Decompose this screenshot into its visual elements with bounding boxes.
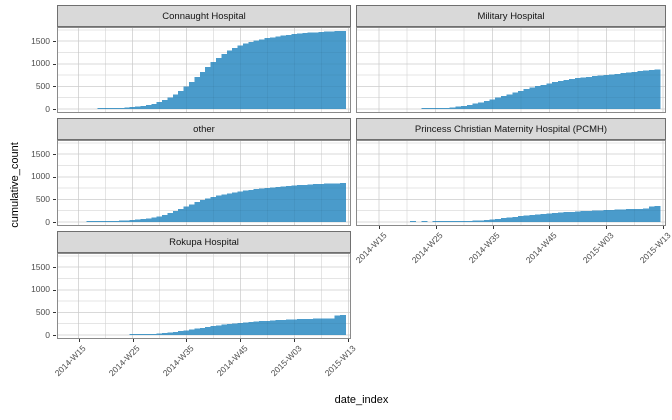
x-tick-mark (663, 226, 665, 229)
facet-panel-military-hospital (356, 27, 666, 113)
x-tick-mark (606, 226, 608, 229)
x-tick-label: 2015-W03 (580, 230, 616, 266)
facet-panel-connaught-hospital (57, 27, 351, 113)
x-tick-label: 2015-W13 (322, 343, 358, 379)
y-tick-label: 1000 (31, 284, 50, 295)
x-tick-label: 2014-W15 (353, 230, 389, 266)
facet-panel-rokupa-hospital (57, 253, 351, 339)
y-tick-mark (53, 222, 56, 224)
y-tick-mark (53, 63, 56, 65)
facet-strip-label: Rokupa Hospital (169, 236, 239, 248)
x-tick-mark (378, 226, 380, 229)
x-tick-mark (132, 339, 134, 342)
y-tick-mark (53, 199, 56, 201)
y-tick-mark (53, 41, 56, 43)
x-tick-mark (294, 339, 296, 342)
y-tick-mark (53, 86, 56, 88)
facet-strip-label: other (193, 123, 215, 135)
x-tick-label: 2014-W45 (214, 343, 250, 379)
y-tick-label: 500 (35, 80, 50, 91)
x-tick-label: 2015-W13 (637, 230, 672, 266)
y-tick-label: 0 (45, 216, 50, 227)
x-tick-label: 2014-W25 (410, 230, 446, 266)
facet-panel-pcmh (356, 140, 666, 226)
y-tick-mark (53, 312, 56, 314)
y-tick-label: 0 (45, 103, 50, 114)
x-tick-label: 2014-W45 (523, 230, 559, 266)
x-axis-title: date_index (334, 394, 389, 406)
x-tick-mark (435, 226, 437, 229)
x-tick-label: 2014-W35 (467, 230, 502, 266)
x-tick-mark (78, 339, 80, 342)
facet-strip-pcmh: Princess Christian Maternity Hospital (P… (356, 118, 666, 140)
facet-strip-label: Connaught Hospital (162, 10, 246, 22)
x-tick-mark (240, 339, 242, 342)
x-tick-mark (549, 226, 551, 229)
x-tick-label: 2014-W35 (161, 343, 196, 379)
facet-strip-connaught-hospital: Connaught Hospital (57, 5, 351, 27)
y-tick-label: 0 (45, 329, 50, 340)
y-tick-mark (53, 176, 56, 178)
facet-strip-military-hospital: Military Hospital (356, 5, 666, 27)
y-tick-mark (53, 335, 56, 337)
facet-strip-label: Military Hospital (477, 10, 545, 22)
facet-strip-other: other (57, 118, 351, 140)
x-tick-mark (348, 339, 350, 342)
x-tick-label: 2014-W25 (107, 343, 142, 379)
facet-strip-rokupa-hospital: Rokupa Hospital (57, 231, 351, 253)
y-tick-mark (53, 109, 56, 111)
y-tick-label: 1500 (31, 148, 50, 159)
facet-panel-other (57, 140, 351, 226)
x-tick-mark (186, 339, 188, 342)
x-tick-label: 2014-W15 (53, 343, 88, 379)
y-tick-label: 1500 (31, 261, 50, 272)
y-tick-label: 500 (35, 306, 50, 317)
y-tick-label: 1000 (31, 58, 50, 69)
y-tick-label: 500 (35, 193, 50, 204)
y-tick-mark (53, 154, 56, 156)
y-tick-label: 1000 (31, 171, 50, 182)
facet-strip-label: Princess Christian Maternity Hospital (P… (414, 123, 608, 135)
y-tick-label: 1500 (31, 35, 50, 46)
x-tick-label: 2015-W03 (268, 343, 304, 379)
y-tick-mark (53, 267, 56, 269)
x-tick-mark (492, 226, 494, 229)
y-tick-mark (53, 289, 56, 291)
